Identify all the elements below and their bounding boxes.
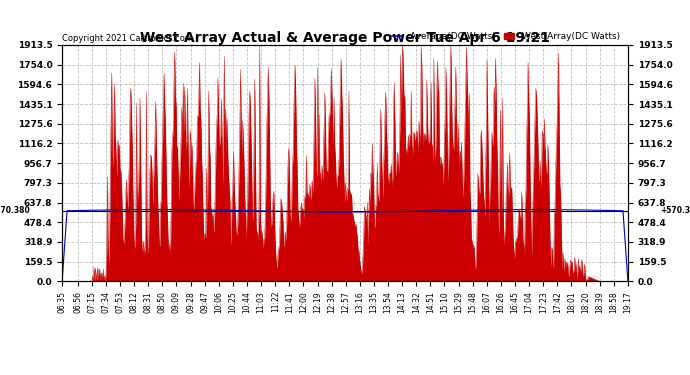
Text: Copyright 2021 Cartronics.com: Copyright 2021 Cartronics.com: [62, 34, 193, 43]
Text: +570.380: +570.380: [660, 206, 690, 215]
Text: +570.380: +570.380: [0, 206, 30, 215]
Legend: Average(DC Watts), West Array(DC Watts): Average(DC Watts), West Array(DC Watts): [389, 28, 623, 45]
Title: West Array Actual & Average Power Tue Apr 6 19:21: West Array Actual & Average Power Tue Ap…: [140, 31, 550, 45]
